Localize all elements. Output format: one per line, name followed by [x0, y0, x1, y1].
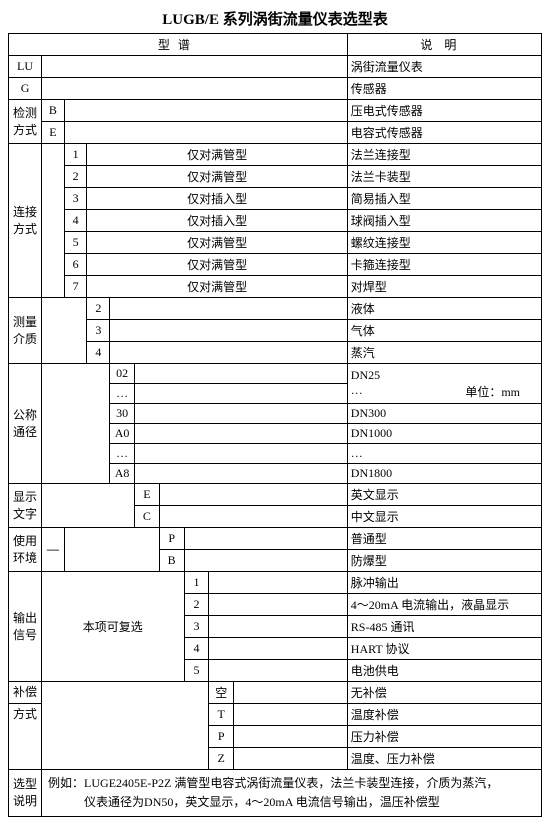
dn-a0: A0: [110, 424, 135, 444]
conn-2-t: 仅对满管型: [87, 166, 347, 188]
selection-table: 型谱 说明 LU 涡街流量仪表 G 传感器 检测方式 B 压电式传感器 E 电容式传感器…: [8, 33, 542, 817]
conn-3-t: 仅对插入型: [87, 188, 347, 210]
detect-b-desc: 压电式传感器: [347, 100, 541, 122]
out-2: 2: [184, 594, 209, 616]
label-dn: 公称通径: [9, 364, 42, 484]
medium-4-d: 蒸汽: [347, 342, 541, 364]
out-2-d: 4～20mA 电流输出，液晶显示: [347, 594, 541, 616]
env-p: P: [159, 528, 184, 550]
label-detect: 检测方式: [9, 100, 42, 144]
dn-30: 30: [110, 404, 135, 424]
disp-e-d: 英文显示: [347, 484, 541, 506]
conn-7: 7: [64, 276, 87, 298]
conn-6: 6: [64, 254, 87, 276]
label-example: 选型说明: [9, 770, 42, 817]
conn-4: 4: [64, 210, 87, 232]
medium-3: 3: [87, 320, 110, 342]
desc-g: 传感器: [347, 78, 541, 100]
label-out: 输出信号: [9, 572, 42, 682]
conn-1-t: 仅对满管型: [87, 144, 347, 166]
disp-c: C: [134, 506, 159, 528]
dn-unit: 单位：mm: [465, 383, 520, 400]
conn-1-d: 法兰连接型: [347, 144, 541, 166]
desc-lu: 涡街流量仪表: [347, 56, 541, 78]
table-title: LUGB/E 系列涡街流量仪表选型表: [8, 8, 542, 29]
comp-t: T: [209, 704, 234, 726]
conn-4-t: 仅对插入型: [87, 210, 347, 232]
comp-p-d: 压力补偿: [347, 726, 541, 748]
header-desc: 说明: [347, 34, 541, 56]
out-4: 4: [184, 638, 209, 660]
conn-6-d: 卡箍连接型: [347, 254, 541, 276]
out-3-d: RS-485 通讯: [347, 616, 541, 638]
medium-2: 2: [87, 298, 110, 320]
conn-5-d: 螺纹连接型: [347, 232, 541, 254]
dn-30-d: DN300: [347, 404, 541, 424]
conn-7-t: 仅对满管型: [87, 276, 347, 298]
conn-5-t: 仅对满管型: [87, 232, 347, 254]
out-1: 1: [184, 572, 209, 594]
detect-e-desc: 电容式传感器: [347, 122, 541, 144]
conn-2-d: 法兰卡装型: [347, 166, 541, 188]
env-p-d: 普通型: [347, 528, 541, 550]
dn-a0-d: DN1000: [347, 424, 541, 444]
header-row: 型谱 说明: [9, 34, 542, 56]
env-dash: —: [42, 528, 65, 572]
out-4-d: HART 协议: [347, 638, 541, 660]
conn-3: 3: [64, 188, 87, 210]
header-model: 型谱: [9, 34, 348, 56]
out-note: 本项可复选: [42, 572, 185, 682]
medium-2-d: 液体: [347, 298, 541, 320]
comp-z: Z: [209, 748, 234, 770]
dn-02-d: DN25: [351, 368, 380, 382]
out-1-d: 脉冲输出: [347, 572, 541, 594]
conn-3-d: 简易插入型: [347, 188, 541, 210]
medium-4: 4: [87, 342, 110, 364]
env-b: B: [159, 550, 184, 572]
dn-a8: A8: [110, 464, 135, 484]
comp-empty-d: 无补偿: [347, 682, 541, 704]
disp-c-d: 中文显示: [347, 506, 541, 528]
label-conn: 连接方式: [9, 144, 42, 298]
disp-e: E: [134, 484, 159, 506]
medium-3-d: 气体: [347, 320, 541, 342]
dn-a8-d: DN1800: [347, 464, 541, 484]
label-comp1: 补偿: [9, 682, 42, 704]
dn-02: 02: [110, 364, 135, 384]
comp-z-d: 温度、压力补偿: [347, 748, 541, 770]
comp-empty: 空: [209, 682, 234, 704]
comp-p: P: [209, 726, 234, 748]
conn-4-d: 球阀插入型: [347, 210, 541, 232]
dn-dots1-d: …: [351, 383, 363, 397]
example-line2: 仪表通径为DN50，英文显示，4～20mA 电流信号输出，温压补偿型: [84, 795, 440, 809]
conn-7-d: 对焊型: [347, 276, 541, 298]
conn-6-t: 仅对满管型: [87, 254, 347, 276]
label-medium: 测量介质: [9, 298, 42, 364]
out-3: 3: [184, 616, 209, 638]
conn-2: 2: [64, 166, 87, 188]
label-disp: 显示文字: [9, 484, 42, 528]
comp-t-d: 温度补偿: [347, 704, 541, 726]
label-env: 使用环境: [9, 528, 42, 572]
dn-dots2-d: …: [347, 444, 541, 464]
detect-e: E: [42, 122, 65, 144]
detect-b: B: [42, 100, 65, 122]
code-lu: LU: [9, 56, 42, 78]
label-comp2: 方式: [9, 704, 42, 770]
conn-1: 1: [64, 144, 87, 166]
env-b-d: 防爆型: [347, 550, 541, 572]
dn-dots1: …: [110, 384, 135, 404]
example-line1: 例如：LUGE2405E-P2Z 满管型电容式涡街流量仪表，法兰卡装型连接，介质…: [48, 776, 498, 790]
dn-dots2: …: [110, 444, 135, 464]
code-g: G: [9, 78, 42, 100]
conn-5: 5: [64, 232, 87, 254]
